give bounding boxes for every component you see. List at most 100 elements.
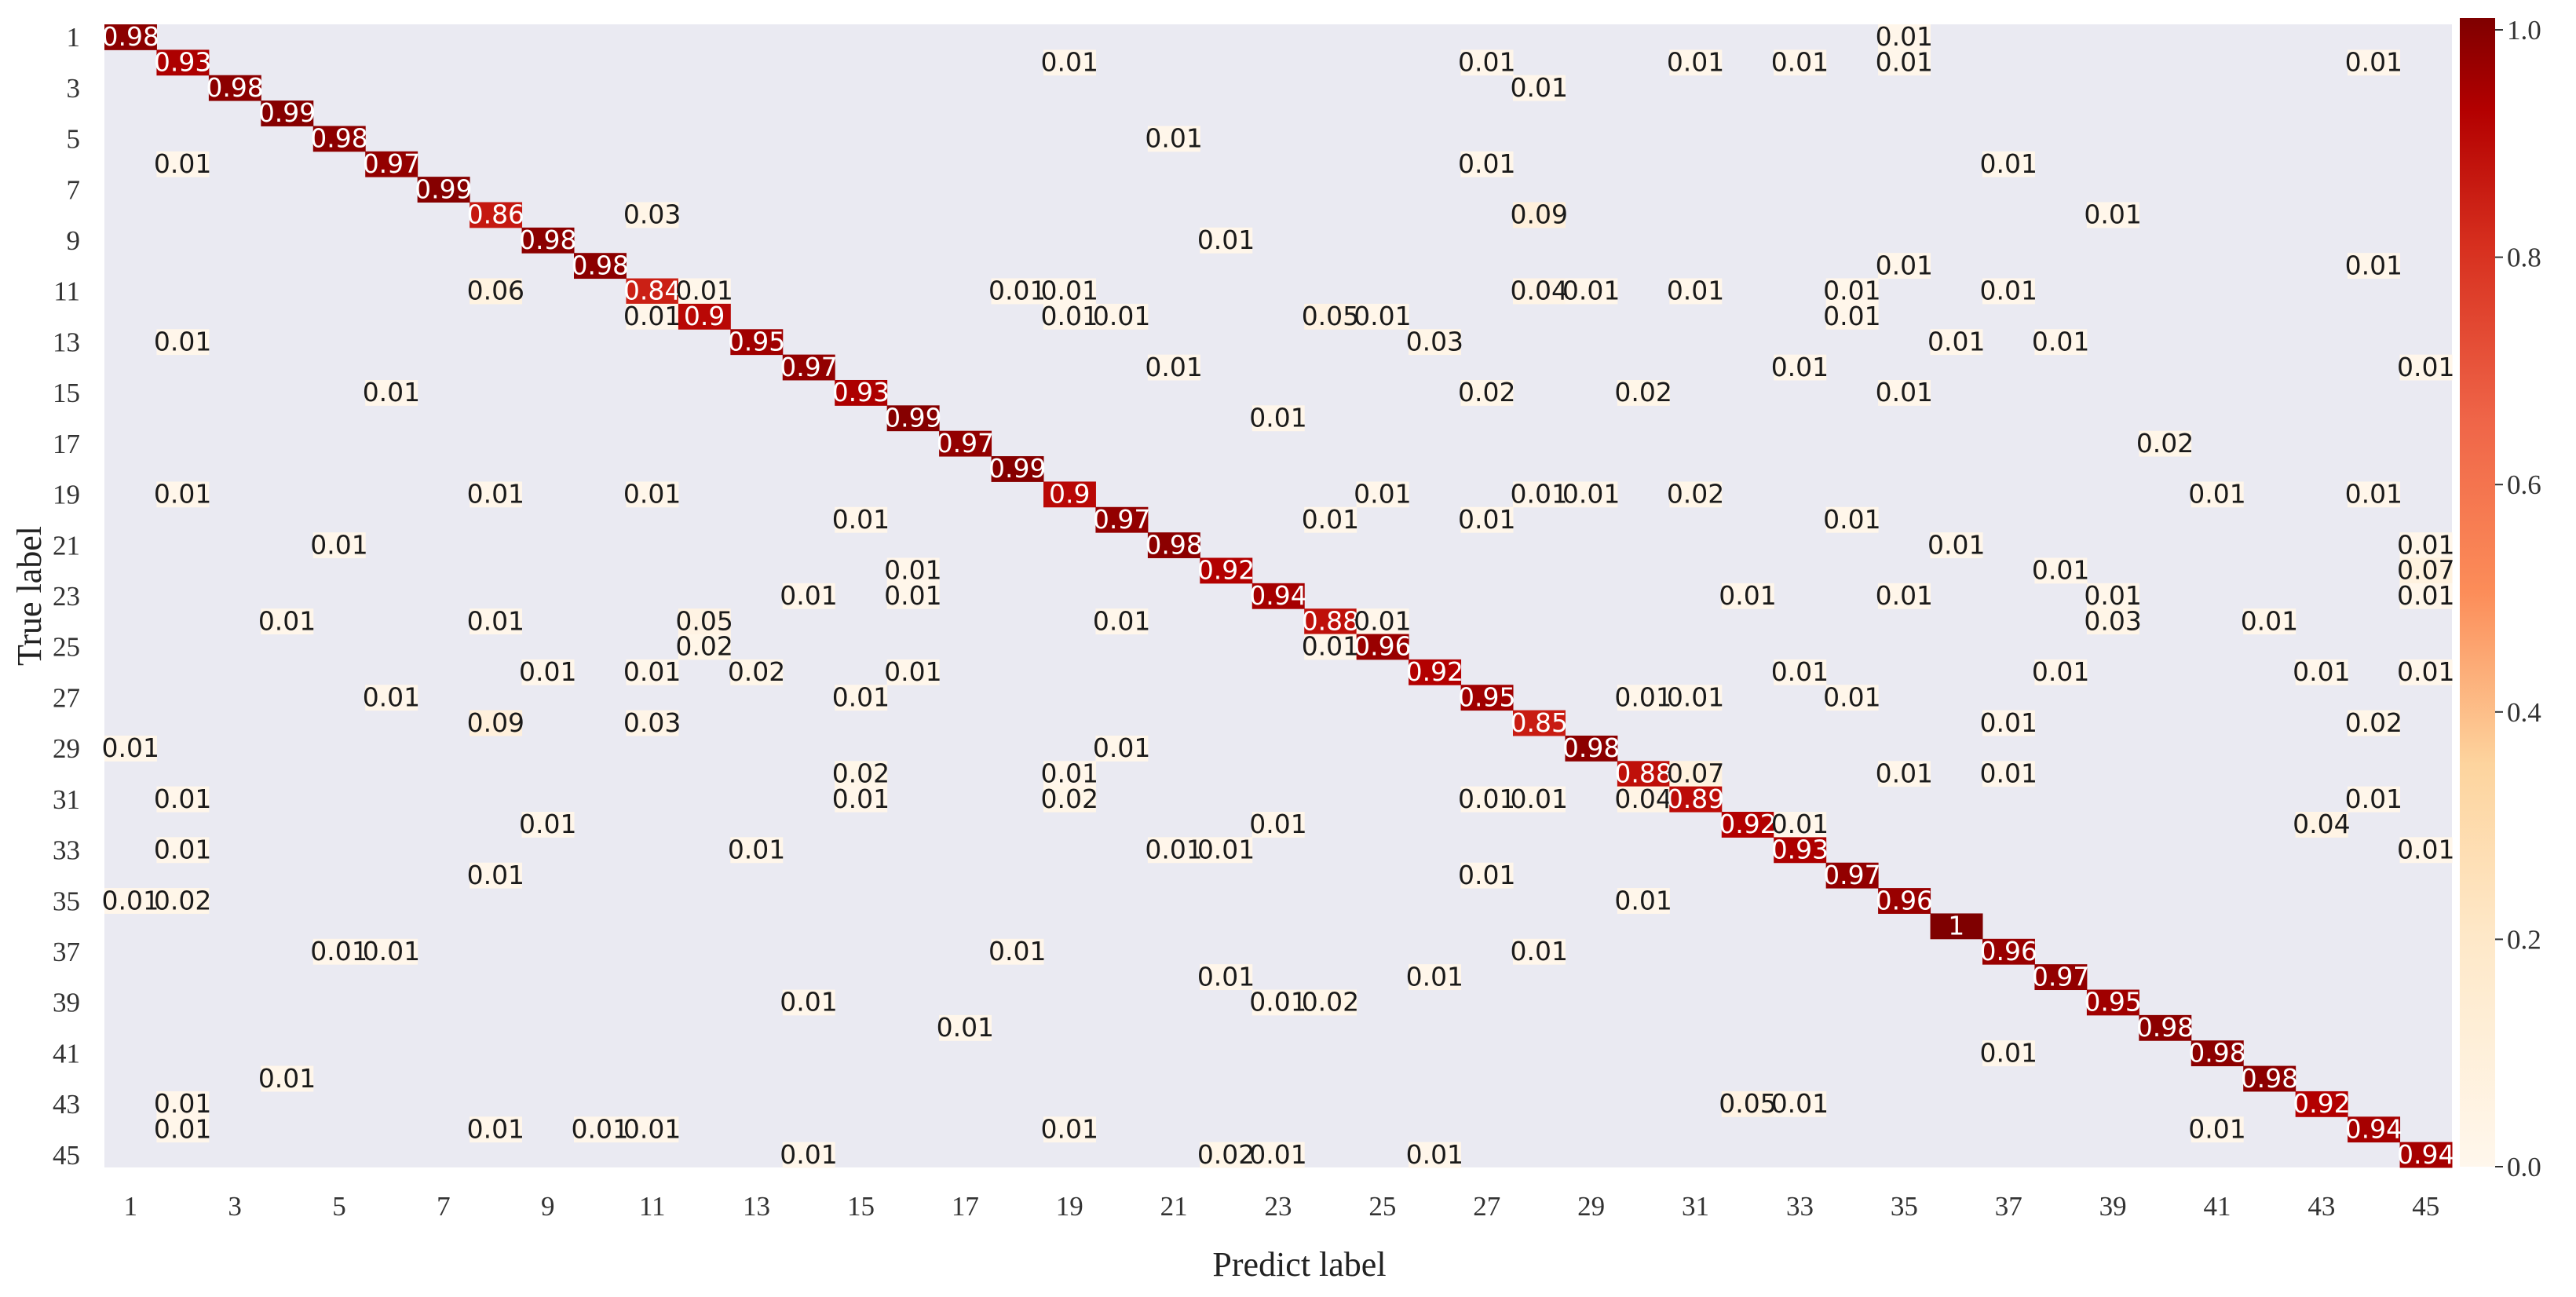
heatmap-cell [1878, 253, 1931, 279]
cell-value-label: 0.01 [1876, 250, 1933, 280]
cell-value-label: 0.01 [1823, 276, 1880, 306]
heatmap-cell [2295, 659, 2348, 685]
y-tick-label: 21 [53, 530, 80, 561]
cell-value-label: 0.01 [154, 1113, 211, 1144]
heatmap-cell [730, 837, 784, 864]
heatmap-cell [312, 532, 366, 558]
heatmap-cell [156, 837, 210, 864]
x-tick-label: 25 [1368, 1191, 1396, 1222]
y-tick-label: 25 [53, 632, 80, 663]
y-axis-ticks: 1357911131517192123252729313335373941434… [53, 22, 80, 1171]
cell-value-label: 0.93 [832, 377, 890, 407]
x-axis-ticks: 1 3 5 7 9 11 13 15 17 19 21 23 25 27 29 31 33 35 37 39 41 43 4… [123, 1191, 2439, 1222]
heatmap-cell [574, 1116, 627, 1143]
heatmap-cell [156, 888, 210, 914]
heatmap-cell [626, 710, 679, 736]
heatmap-cell [1460, 506, 1514, 533]
cell-value-label: 0.01 [1354, 605, 1411, 636]
y-tick-label: 45 [53, 1140, 80, 1171]
cell-value-label: 0.95 [2084, 987, 2141, 1018]
heatmap-cell [1304, 634, 1357, 660]
heatmap-cell [782, 1142, 835, 1168]
x-tick-label: 29 [1577, 1191, 1605, 1222]
heatmap-cell [2348, 481, 2401, 508]
cell-value-label: 0.01 [1040, 758, 1098, 788]
cell-value-label: 0.01 [1040, 1113, 1098, 1144]
cell-value-label: 0.94 [2397, 1139, 2454, 1170]
y-tick-label: 19 [53, 480, 80, 510]
heatmap-cell [1513, 278, 1566, 305]
y-tick-label: 13 [53, 327, 80, 357]
cell-value-label: 0.01 [780, 580, 837, 611]
heatmap-cell [104, 888, 157, 914]
cell-value-label: 0.01 [363, 936, 420, 966]
heatmap-cell [1878, 583, 1931, 609]
heatmap-cell [1304, 506, 1357, 533]
cell-value-label: 0.01 [1823, 504, 1880, 535]
cell-value-label: 0.92 [1406, 656, 1463, 687]
cell-value-label: 0.01 [1823, 301, 1880, 331]
heatmap-cell [1356, 481, 1409, 508]
cell-value-label: 0.01 [467, 479, 524, 510]
heatmap-cell [1513, 938, 1566, 965]
y-tick-label: 39 [53, 988, 80, 1018]
cell-value-label: 0.02 [1197, 1139, 1255, 1170]
heatmap-cell [1304, 608, 1357, 635]
heatmap-cell [2348, 49, 2401, 76]
heatmap-cells: 0.98 0.01 0.93 0.01 0.01 0.01 0.01 0.01 0.01 0.98… [101, 21, 2454, 1170]
heatmap-cell [1721, 1091, 1774, 1117]
cell-value-label: 0.01 [2032, 326, 2089, 356]
cell-value-label: 0.01 [1302, 631, 1359, 662]
heatmap-cell [2243, 608, 2296, 635]
cell-value-label: 0.01 [2397, 352, 2454, 382]
cell-value-label: 0.04 [1510, 276, 1567, 306]
cell-value-label: 0.01 [1249, 403, 1306, 433]
heatmap-cell [1095, 608, 1149, 635]
cell-value-label: 0.01 [1040, 301, 1098, 331]
heatmap-cell [1669, 49, 1723, 76]
cell-value-label: 0.98 [101, 21, 159, 52]
heatmap-cell [470, 481, 523, 508]
heatmap-cell [626, 278, 679, 305]
heatmap-cell [1982, 278, 2035, 305]
heatmap-cell [2034, 964, 2088, 991]
x-tick-label: 31 [1682, 1191, 1709, 1222]
heatmap-cell [1200, 964, 1253, 991]
cell-value-label: 0.99 [988, 453, 1046, 484]
x-tick-label: 43 [2307, 1191, 2335, 1222]
heatmap-cell [2086, 583, 2139, 609]
cell-value-label: 0.01 [258, 605, 316, 636]
cell-value-label: 0.01 [832, 784, 890, 814]
cell-value-label: 0.01 [1979, 758, 2037, 788]
x-tick-label: 35 [1891, 1191, 1918, 1222]
heatmap-cell [678, 608, 731, 635]
x-tick-label: 5 [332, 1191, 346, 1222]
heatmap-cell [1878, 888, 1931, 914]
cell-value-label: 0.01 [988, 936, 1046, 966]
cell-value-label: 0.01 [1876, 47, 1933, 78]
y-tick-label: 41 [53, 1038, 80, 1069]
cell-value-label: 0.01 [154, 479, 211, 510]
cell-value-label: 0.98 [310, 123, 367, 154]
heatmap-cell [2348, 786, 2401, 813]
heatmap-cell [991, 456, 1044, 482]
heatmap-cell [1878, 24, 1931, 50]
cell-value-label: 0.01 [1562, 479, 1620, 510]
heatmap-cell [156, 329, 210, 356]
heatmap-cell [1930, 329, 1983, 356]
cell-value-label: 0.99 [884, 403, 941, 433]
cell-value-label: 0.01 [2188, 1113, 2245, 1144]
cell-value-label: 0.97 [1093, 504, 1150, 535]
heatmap-cell [1251, 1142, 1305, 1168]
cell-value-label: 0.03 [1406, 326, 1463, 356]
heatmap-cell [1147, 532, 1200, 558]
cell-value-label: 0.01 [2397, 529, 2454, 560]
heatmap-cell [1617, 761, 1670, 787]
heatmap-cell [1774, 837, 1827, 864]
cell-value-label: 0.95 [728, 326, 785, 356]
cell-value-label: 0.97 [937, 428, 994, 459]
cell-value-label: 0.01 [258, 1063, 316, 1094]
colorbar-tick-label: 0.6 [2507, 469, 2541, 500]
cell-value-label: 0.01 [1458, 504, 1515, 535]
heatmap-cell [2086, 608, 2139, 635]
